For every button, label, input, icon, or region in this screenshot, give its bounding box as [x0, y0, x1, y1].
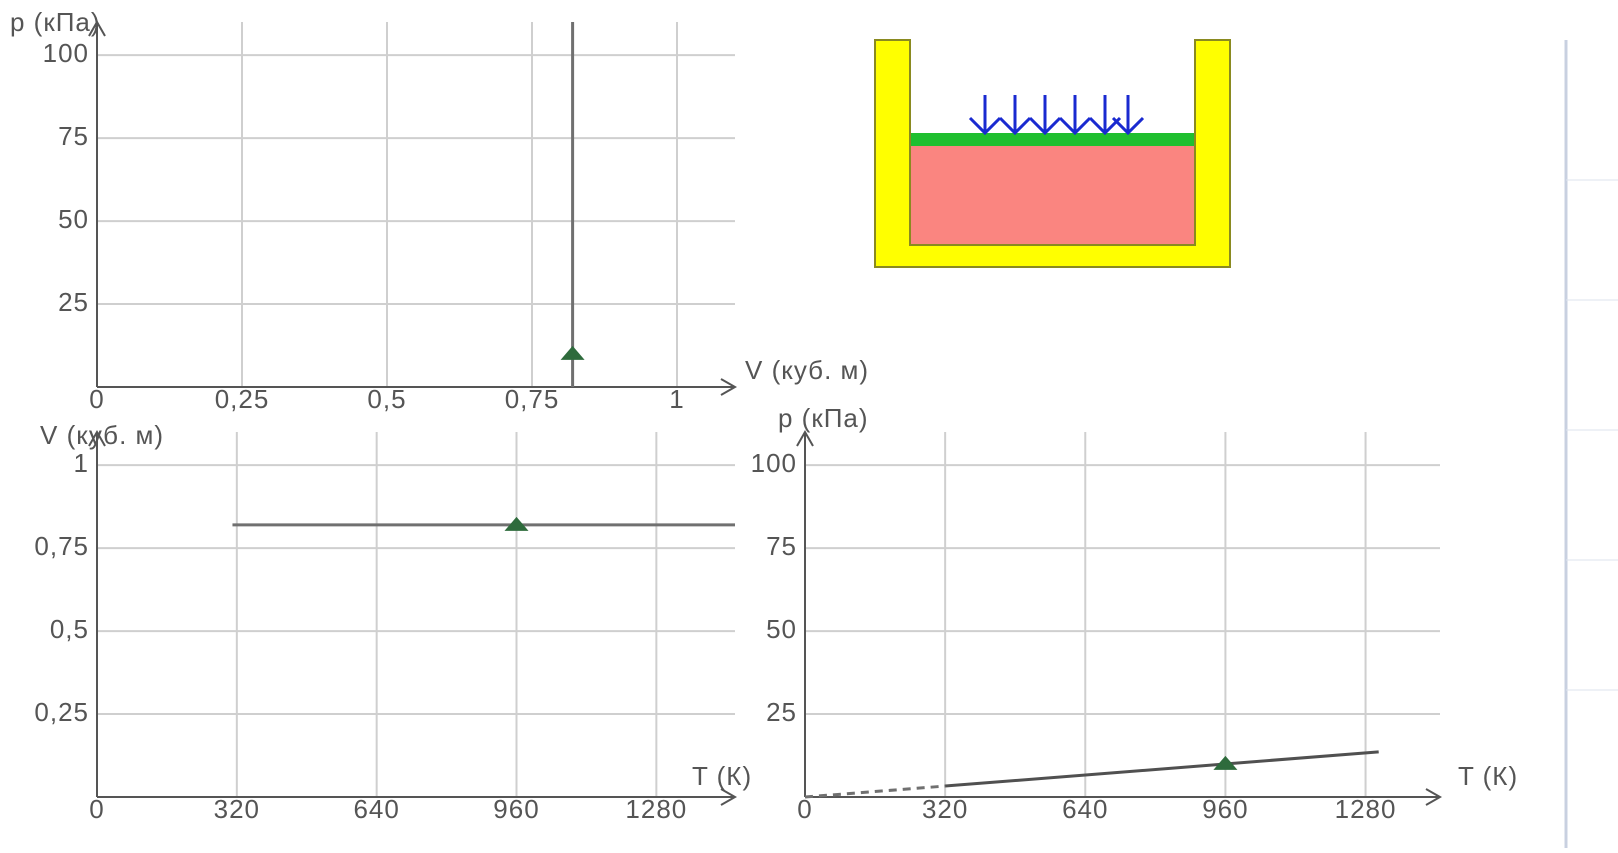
x-tick-label: 0,5	[367, 384, 406, 414]
state-marker	[560, 345, 585, 360]
x-tick-label: 1280	[1335, 794, 1397, 824]
x-tick-label: 0,25	[215, 384, 270, 414]
y-axis-label: V (куб. м)	[40, 420, 164, 450]
y-axis-label: p (кПа)	[778, 403, 869, 433]
x-tick-label: 320	[214, 794, 260, 824]
series-line	[945, 750, 1379, 788]
y-tick-label: 0,75	[34, 531, 89, 561]
x-tick-label: 0,75	[505, 384, 560, 414]
x-tick-label: 640	[353, 794, 399, 824]
y-tick-label: 100	[751, 448, 797, 478]
side-panel	[1564, 40, 1618, 848]
x-axis-label: V (куб. м)	[745, 355, 869, 385]
x-tick-label: 320	[922, 794, 968, 824]
y-axis	[796, 429, 814, 797]
y-tick-label: 75	[58, 121, 89, 151]
y-tick-label: 25	[766, 697, 797, 727]
y-tick-label: 100	[43, 38, 89, 68]
x-tick-label: 0	[797, 794, 812, 824]
y-tick-label: 75	[766, 531, 797, 561]
x-axis-label: T (К)	[692, 761, 752, 791]
x-axis	[805, 788, 1443, 806]
y-tick-label: 25	[58, 287, 89, 317]
state-marker	[504, 516, 529, 531]
x-axis	[97, 788, 738, 806]
y-tick-label: 1	[74, 448, 89, 478]
force-arrows	[968, 95, 1145, 136]
y-axis	[88, 429, 106, 797]
x-tick-label: 0	[89, 384, 104, 414]
y-tick-label: 0,5	[50, 614, 89, 644]
y-axis	[88, 19, 106, 387]
gas	[911, 146, 1194, 244]
x-tick-label: 1	[669, 384, 684, 414]
x-tick-label: 640	[1062, 794, 1108, 824]
x-tick-label: 0	[89, 794, 104, 824]
x-tick-label: 960	[1202, 794, 1248, 824]
cylinder-diagram	[874, 39, 1231, 268]
cylinder	[874, 39, 1231, 268]
series-line	[804, 784, 946, 799]
state-marker	[1213, 755, 1238, 770]
y-tick-label: 0,25	[34, 697, 89, 727]
y-tick-label: 50	[58, 204, 89, 234]
x-tick-label: 960	[493, 794, 539, 824]
chart: 0 320 640 960 1280 25 50 75 100 T (К) p (кПа)	[751, 403, 1518, 824]
chart: 0 0,25 0,5 0,75 1 25 50 75 100 V (куб. м) p (кПа)	[10, 7, 869, 414]
piston	[911, 133, 1194, 146]
x-axis	[97, 378, 738, 396]
y-axis-label: p (кПа)	[10, 7, 101, 37]
chart: 0 320 640 960 1280 0,25 0,5 0,75 1 T (К) V (куб. м…	[34, 420, 752, 824]
y-tick-label: 50	[766, 614, 797, 644]
x-tick-label: 1280	[625, 794, 687, 824]
x-axis-label: T (К)	[1458, 761, 1518, 791]
